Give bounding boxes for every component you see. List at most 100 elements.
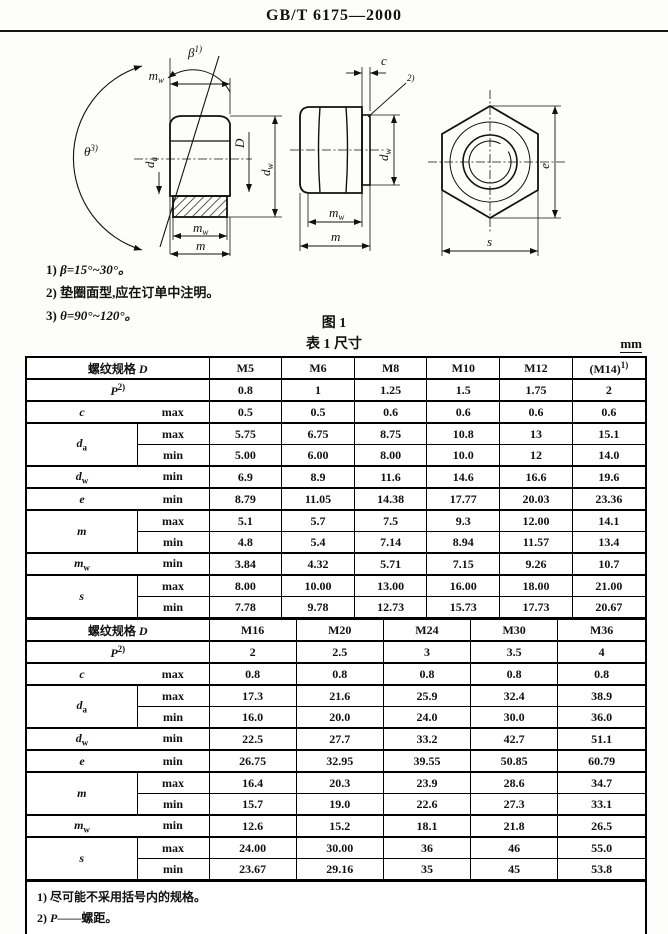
value-cell: 28.6 [470, 771, 559, 794]
value-cell: 8.94 [426, 531, 501, 554]
dim-row: s max 8.00 10.00 13.00 16.00 18.00 21.00 [27, 574, 645, 618]
dim-row: da max 17.3 21.6 25.9 32.4 38.9 [27, 684, 645, 729]
value-cell: 50.85 [470, 749, 559, 773]
nut-body-side [299, 106, 363, 194]
size-cell: M24 [382, 618, 472, 642]
value-cell: 39.55 [382, 749, 472, 773]
value-cell: 12.6 [208, 814, 297, 838]
value-cell: 45 [470, 858, 559, 880]
value-cell: 21.8 [470, 814, 559, 838]
note2-reference: 2) [407, 73, 415, 83]
value-cell: 12 [499, 444, 573, 467]
limit-cell: min [137, 793, 210, 816]
size-cell: M16 [208, 618, 297, 642]
pitch-row: P2) 2 2.5 3 3.5 4 [27, 640, 645, 664]
value-cell: 15.2 [295, 814, 384, 838]
figure-note-1: 1) β=15°~30°。 [46, 262, 131, 277]
pitch-row: P2) 0.8 1 1.25 1.5 1.75 2 [27, 378, 645, 402]
size-cell: M20 [295, 618, 384, 642]
value-cell: 24.00 [208, 836, 297, 859]
value-cell: 17.77 [426, 487, 501, 511]
dimension-table-frame: 螺纹规格 D M5 M6 M8 M10 M12 (M14)1) P2) 0.8 1 1.25 1.5 1… [25, 356, 647, 934]
value-cell: 16.4 [208, 771, 297, 794]
limit-cell: max [136, 509, 210, 532]
dim-label-s: s [487, 234, 492, 249]
value-cell: 17.3 [208, 684, 297, 707]
thread-arc [468, 140, 512, 184]
value-cell: 5.1 [208, 509, 283, 532]
value-cell: 14.38 [353, 487, 428, 511]
pitch-cell: 3.5 [470, 640, 559, 664]
dim-row: dw min 22.5 27.7 33.2 42.7 51.1 [27, 727, 645, 751]
dim-row: e min 26.75 32.95 39.55 50.85 60.79 [27, 749, 645, 773]
dim-label-cell: mw min [27, 814, 210, 838]
value-cell: 26.75 [208, 749, 297, 773]
size-cell: M30 [470, 618, 559, 642]
value-cell: 25.9 [382, 684, 472, 707]
dim-label-dw-side: dw [376, 148, 393, 161]
dim-label-cell: s [27, 836, 138, 880]
value-cell: 26.5 [557, 814, 645, 838]
value-cell: 21.00 [571, 574, 645, 597]
limit-cell: max [136, 771, 210, 794]
dimension-table-half: 螺纹规格 D M16 M20 M24 M30 M36 P2) 2 2.5 3 3.5 4 c max 0.8… [27, 618, 645, 880]
dimension-table-half: 螺纹规格 D M5 M6 M8 M10 M12 (M14)1) P2) 0.8 1 1.25 1.5 1… [27, 358, 645, 618]
value-cell: 24.0 [382, 706, 472, 729]
value-cell: 9.3 [426, 509, 501, 532]
value-cell: 7.15 [426, 552, 501, 576]
dim-label-cell: m [27, 509, 138, 554]
table-footnote-1: 1) 尽可能不采用括号内的规格。 [37, 890, 207, 904]
value-cell: 11.6 [353, 465, 428, 489]
value-cell: 0.6 [353, 400, 428, 424]
dim-label-m-side: m [331, 229, 340, 244]
dim-row: min 23.67 29.16 35 45 53.8 [27, 858, 645, 880]
pitch-cell: 4 [557, 640, 645, 664]
table-footnote-2: 2) P——螺距。 [37, 911, 118, 925]
value-cell: 20.67 [571, 596, 645, 618]
limit-cell: max [136, 684, 210, 707]
value-cell: 8.00 [353, 444, 428, 467]
pitch-cell: 2 [571, 378, 645, 402]
value-cell: 29.16 [295, 858, 384, 880]
value-cell: 18.00 [499, 574, 573, 597]
dim-row: e min 8.79 11.05 14.38 17.77 20.03 23.36 [27, 487, 645, 511]
value-cell: 14.0 [571, 444, 645, 467]
value-cell: 5.75 [208, 422, 283, 445]
value-cell: 11.57 [499, 531, 573, 554]
angle-label-theta: θ3) [84, 143, 98, 159]
table-footnotes: 1) 尽可能不采用括号内的规格。 2) P——螺距。 [27, 880, 645, 934]
beta-line [159, 55, 220, 248]
value-cell: 10.8 [426, 422, 501, 445]
pitch-cell: 3 [382, 640, 472, 664]
spec-label-cell: 螺纹规格 D [27, 358, 210, 380]
value-cell: 20.03 [499, 487, 573, 511]
value-cell: 12.00 [499, 509, 573, 532]
value-cell: 33.2 [382, 727, 472, 751]
size-cell: M10 [426, 358, 501, 380]
value-cell: 22.5 [208, 727, 297, 751]
limit-cell: min [137, 706, 210, 729]
value-cell: 0.6 [426, 400, 501, 424]
dim-label-c: c [381, 53, 387, 68]
dim-label-cell: s [27, 574, 138, 618]
pitch-label-cell: P2) [27, 378, 210, 402]
value-cell: 15.73 [426, 596, 501, 618]
limit-cell: min [137, 858, 210, 880]
header-rule [0, 30, 668, 32]
dim-row: min 7.78 9.78 12.73 15.73 17.73 20.67 [27, 596, 645, 618]
value-cell: 8.75 [353, 422, 428, 445]
value-cell: 0.8 [295, 662, 384, 686]
spec-row: 螺纹规格 D M16 M20 M24 M30 M36 [27, 618, 645, 642]
figure-notes: 1) β=15°~30°。 2) 垫圈面型,应在订单中注明。 3) θ=90°~… [46, 258, 219, 327]
dim-label-cell: c max [27, 662, 210, 686]
hex-face-view-drawing: e s [428, 90, 566, 256]
value-cell: 33.1 [557, 793, 645, 816]
dim-row: m max 5.1 5.7 7.5 9.3 12.00 14.1 [27, 509, 645, 554]
dim-row: mw min 3.84 4.32 5.71 7.15 9.26 10.7 [27, 552, 645, 576]
value-cell: 16.6 [499, 465, 573, 489]
value-cell: 32.95 [295, 749, 384, 773]
value-cell: 13.4 [571, 531, 645, 554]
value-cell: 19.0 [295, 793, 384, 816]
value-cell: 17.73 [499, 596, 573, 618]
